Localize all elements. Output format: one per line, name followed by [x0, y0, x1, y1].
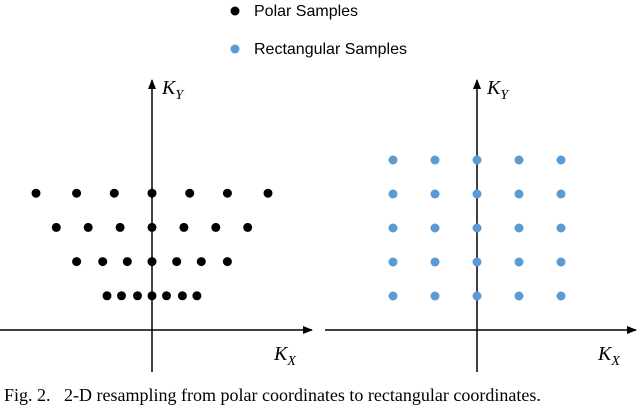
rectangular-sample-point	[514, 257, 524, 267]
rectangular-sample-point	[430, 155, 440, 165]
polar-sample-point	[147, 291, 157, 301]
rectangular-sample-point	[472, 223, 482, 233]
rectangular-sample-point	[388, 223, 398, 233]
figure-caption: Fig. 2. 2-D resampling from polar coordi…	[4, 385, 541, 405]
rectangular-sample-point	[556, 291, 566, 301]
polar-sample-point	[72, 188, 82, 198]
legend-rectangular-label: Rectangular Samples	[254, 41, 407, 58]
polar-sample-point	[117, 291, 126, 301]
polar-sample-point	[31, 188, 41, 198]
polar-sample-point	[222, 257, 232, 267]
right-x-axis-label: KX	[597, 343, 620, 369]
polar-sample-point	[122, 257, 132, 267]
rectangular-sample-point	[388, 291, 398, 301]
polar-sample-point	[172, 257, 182, 267]
polar-sample-point	[147, 257, 157, 267]
rectangular-sample-point	[514, 155, 524, 165]
rectangular-sample-point	[556, 189, 566, 199]
polar-sample-point	[162, 291, 171, 301]
polar-sample-point	[98, 257, 108, 267]
rectangular-sample-point	[430, 291, 440, 301]
rectangular-sample-point	[514, 189, 524, 199]
right-y-axis-label: KY	[486, 77, 510, 103]
polar-sample-point	[83, 222, 93, 232]
polar-sample-point	[147, 222, 157, 232]
polar-sample-point	[179, 222, 189, 232]
rectangular-sample-point	[556, 223, 566, 233]
rectangular-sample-point	[514, 223, 524, 233]
legend-rectangular-marker	[230, 44, 240, 54]
polar-sample-point	[72, 257, 82, 267]
left-x-axis-label: KX	[273, 343, 296, 369]
polar-sample-point	[243, 222, 253, 232]
left-y-axis-label: KY	[161, 77, 185, 103]
polar-sample-point	[177, 291, 187, 301]
polar-samples	[31, 188, 273, 301]
rectangular-sample-point	[472, 257, 482, 267]
polar-sample-point	[211, 222, 221, 232]
polar-sample-point	[51, 222, 61, 232]
polar-sample-point	[196, 257, 206, 267]
legend-polar-marker	[230, 6, 240, 16]
rectangular-sample-point	[556, 155, 566, 165]
polar-sample-point	[185, 188, 195, 198]
rectangular-sample-point	[514, 291, 524, 301]
legend: Polar Samples Rectangular Samples	[230, 3, 407, 58]
right-panel: KY KX	[325, 77, 637, 372]
rectangular-sample-point	[556, 257, 566, 267]
rectangular-sample-point	[388, 155, 398, 165]
rectangular-sample-point	[472, 155, 482, 165]
rectangular-sample-point	[472, 291, 482, 301]
rectangular-sample-point	[430, 223, 440, 233]
legend-polar-label: Polar Samples	[254, 3, 358, 20]
rectangular-sample-point	[388, 189, 398, 199]
polar-sample-point	[192, 291, 202, 301]
rectangular-samples	[388, 155, 566, 301]
polar-sample-point	[133, 291, 142, 301]
rectangular-sample-point	[430, 257, 440, 267]
rectangular-sample-point	[388, 257, 398, 267]
polar-sample-point	[222, 188, 232, 198]
rectangular-sample-point	[472, 189, 482, 199]
polar-sample-point	[115, 222, 125, 232]
left-panel: KY KX	[0, 77, 313, 372]
rectangular-sample-point	[430, 189, 440, 199]
polar-sample-point	[147, 188, 157, 198]
polar-sample-point	[109, 188, 119, 198]
polar-sample-point	[102, 291, 112, 301]
polar-sample-point	[263, 188, 273, 198]
